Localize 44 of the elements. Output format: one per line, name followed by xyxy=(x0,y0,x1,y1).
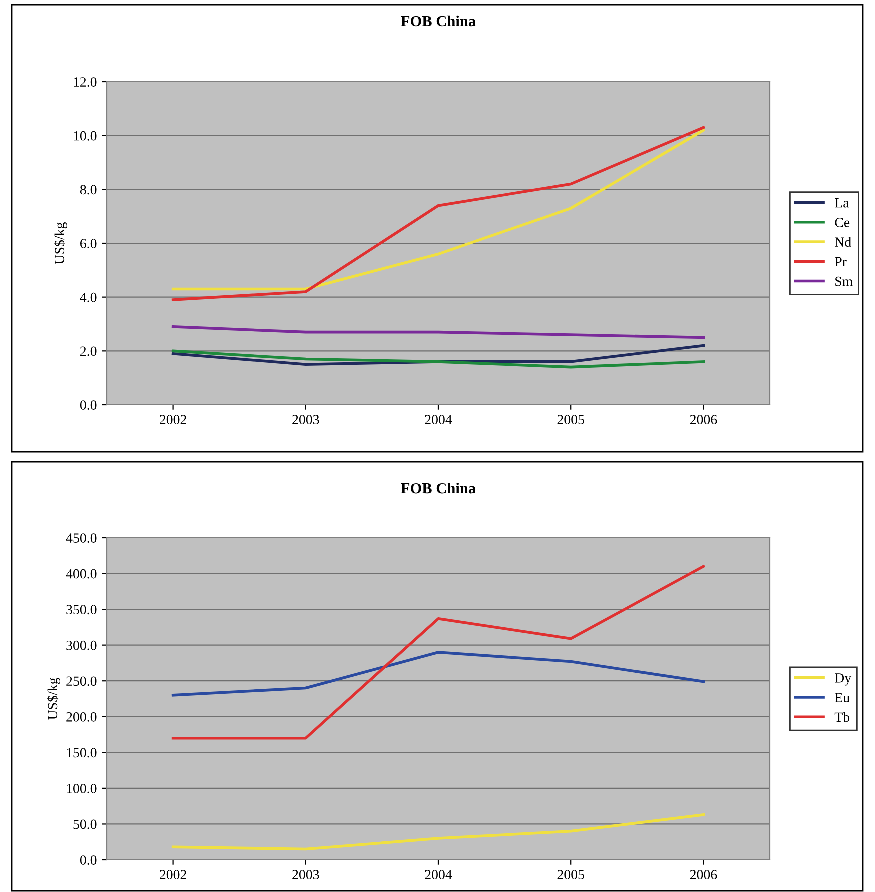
y-axis-title: US$/kg xyxy=(54,222,68,264)
x-tick-label: 2003 xyxy=(292,870,320,880)
line-series xyxy=(172,565,706,740)
legend-label: Ce xyxy=(835,218,850,228)
x-tick-label: 2002 xyxy=(160,415,186,424)
y-tick-label: 0.0 xyxy=(80,856,97,866)
legend-label: Dy xyxy=(835,674,852,686)
y-tick-label: 250.0 xyxy=(66,676,97,686)
x-tick-label: 2004 xyxy=(425,415,452,424)
y-tick-label: 4.0 xyxy=(80,292,97,302)
x-tick-label: 2005 xyxy=(558,415,584,424)
y-axis-title: US$/kg xyxy=(47,678,60,720)
y-tick-label: 400.0 xyxy=(66,569,97,579)
legend-label: La xyxy=(835,198,850,208)
y-tick-label: 6.0 xyxy=(80,239,97,249)
x-tick-label: 2005 xyxy=(558,870,584,880)
legend-label: Pr xyxy=(835,257,847,267)
legend-label: Sm xyxy=(836,276,853,286)
line-series xyxy=(172,651,706,697)
y-tick-label: 12.0 xyxy=(74,78,97,88)
y-tick-label: 2.0 xyxy=(80,346,97,356)
y-tick-label: 50.0 xyxy=(74,820,97,830)
line-series xyxy=(172,350,706,369)
line-series xyxy=(172,814,706,851)
y-tick-label: 0.0 xyxy=(80,400,97,410)
x-tick-label: 2002 xyxy=(160,870,186,880)
x-tick-label: 2004 xyxy=(425,870,452,880)
y-tick-label: 450.0 xyxy=(66,534,97,544)
x-tick-label: 2006 xyxy=(690,870,718,880)
y-tick-label: 200.0 xyxy=(66,712,97,722)
legend-label: Nd xyxy=(835,237,852,248)
y-tick-label: 10.0 xyxy=(74,131,97,141)
legend-label: Tb xyxy=(834,712,850,722)
line-series xyxy=(172,326,706,340)
y-tick-label: 150.0 xyxy=(67,748,97,758)
y-tick-label: 100.0 xyxy=(67,784,97,794)
chart-title: FOB China xyxy=(401,482,476,494)
y-tick-label: 300.0 xyxy=(66,640,97,650)
chart-title: FOB China xyxy=(401,16,476,27)
y-tick-label: 8.0 xyxy=(80,185,97,195)
x-tick-label: 2003 xyxy=(292,415,320,424)
x-tick-label: 2006 xyxy=(690,415,718,424)
y-tick-label: 350.0 xyxy=(66,605,97,615)
legend-label: Eu xyxy=(835,693,850,703)
